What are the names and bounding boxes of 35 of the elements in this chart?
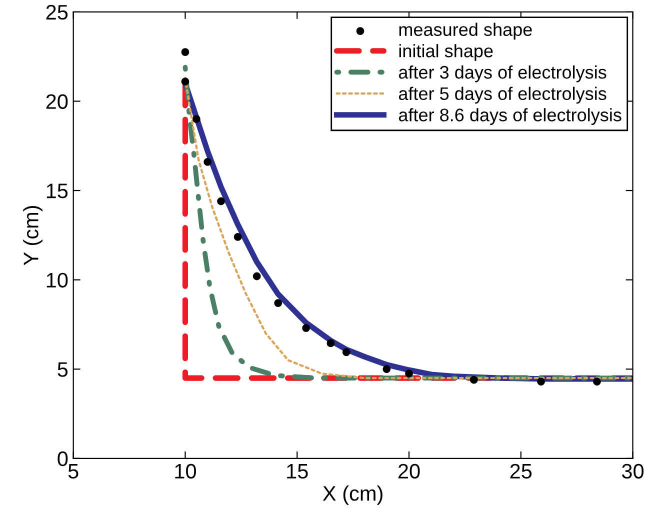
point	[537, 378, 545, 386]
y-tick-label: 0	[58, 451, 68, 466]
legend-label: measured shape	[399, 22, 532, 40]
legend-label: initial shape	[399, 44, 493, 61]
y-tick-label: 10	[46, 272, 68, 288]
y-tick-label: 15	[46, 184, 68, 198]
y-tick-label: 25	[46, 4, 68, 20]
point	[204, 158, 212, 166]
point	[342, 348, 350, 356]
y-tick-label: 20	[46, 94, 68, 109]
point	[217, 197, 225, 206]
point	[593, 378, 601, 386]
point	[382, 365, 391, 374]
x-tick-label: 25	[510, 464, 532, 479]
y-axis-title: Y (cm)	[23, 206, 43, 266]
x-tick-label: 10	[175, 464, 196, 479]
x-tick-label: 5	[68, 464, 78, 479]
y-tick-label: 5	[58, 362, 68, 377]
point	[326, 339, 335, 348]
point	[470, 376, 478, 384]
point	[302, 324, 310, 332]
x-tick-label: 15	[287, 464, 308, 479]
x-tick-label: 30	[622, 464, 644, 479]
point	[234, 233, 242, 241]
legend-label: after 8.6 days of electrolysis	[398, 108, 622, 125]
legend-label: after 5 days of electrolysis	[398, 86, 606, 104]
x-tick-label: 20	[398, 464, 420, 479]
point	[181, 78, 190, 86]
x-axis-title: X (cm)	[322, 485, 382, 505]
point	[252, 272, 261, 280]
point	[274, 299, 282, 307]
point	[181, 48, 190, 56]
legend-label: after 3 days of electrolysis	[398, 65, 606, 82]
point	[192, 115, 200, 124]
point	[405, 370, 413, 378]
